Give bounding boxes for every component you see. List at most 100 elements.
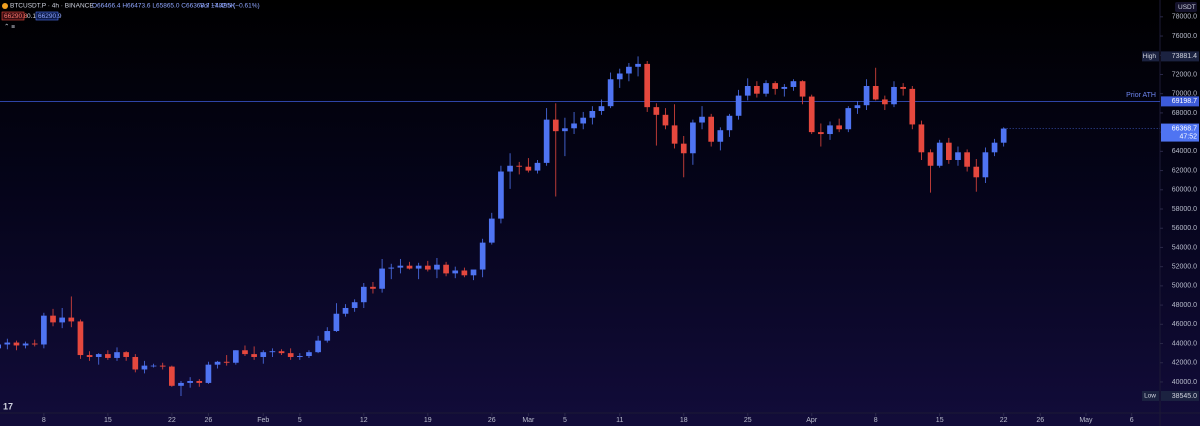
candle-body (233, 350, 239, 363)
x-tick-label: 22 (168, 417, 176, 424)
marker-name-box (1142, 51, 1159, 62)
candle-body (86, 355, 93, 357)
candle-body (141, 365, 148, 370)
ask-box[interactable] (35, 11, 59, 21)
x-tick-label: 12 (360, 417, 368, 424)
candle-body (973, 166, 980, 178)
candle-body (178, 382, 184, 386)
candle-body (251, 354, 257, 357)
price-line-badge (1161, 96, 1199, 107)
candle-body (900, 86, 906, 89)
x-tick-label: 19 (424, 417, 432, 424)
currency-box[interactable] (1175, 2, 1197, 12)
x-tick-label: 5 (298, 417, 302, 424)
x-tick-label: Mar (522, 417, 535, 424)
candle-body (470, 269, 477, 276)
candle-body (205, 364, 212, 383)
candle-body (13, 342, 20, 346)
x-tick-label: 25 (744, 417, 752, 424)
candle-body (790, 81, 797, 87)
x-tick-label: 8 (42, 417, 46, 424)
candle-body (333, 313, 340, 332)
candle-body (4, 342, 11, 345)
candle-body (708, 116, 715, 142)
candle-body (781, 86, 788, 89)
y-tick-label: 64000.0 (1172, 148, 1197, 155)
x-tick-label: 26 (1036, 417, 1044, 424)
candle-body (662, 114, 669, 126)
candle-body (552, 119, 559, 132)
bid[interactable]: 66290.8 (4, 13, 28, 20)
collapse-toggle[interactable]: ⌃ ≡ (4, 23, 15, 31)
candle-body (543, 119, 550, 163)
candle-body (123, 352, 129, 357)
candle-body (982, 152, 989, 178)
candle-body (891, 86, 897, 105)
plot-area (0, 56, 1160, 396)
candle-body (324, 331, 331, 341)
candle-body (507, 165, 513, 172)
candle-body (562, 128, 568, 132)
y-tick-label: 62000.0 (1172, 167, 1197, 174)
y-tick-label: 54000.0 (1172, 244, 1197, 251)
marker-label: 38545.0 (1172, 393, 1197, 400)
ask[interactable]: 66290.9 (38, 13, 62, 20)
price-line-name: Prior ATH (1126, 92, 1156, 99)
candle-body (68, 317, 75, 322)
candle-body (854, 105, 861, 109)
candle-body (360, 286, 367, 303)
candle-body (946, 142, 952, 160)
candle-body (580, 117, 587, 124)
candle-body (964, 152, 970, 167)
countdown: 47:52 (1179, 133, 1197, 140)
candle-body (415, 265, 422, 269)
candle-body (95, 354, 102, 357)
candle-body (690, 122, 696, 154)
bid-box[interactable] (1, 11, 25, 21)
x-tick-label: May (1079, 417, 1093, 424)
candle-body (379, 268, 385, 289)
candle-body (306, 352, 312, 357)
candle-body (571, 123, 577, 129)
x-tick-label: 26 (488, 417, 496, 424)
candle-body (479, 242, 486, 270)
candle-body (726, 115, 733, 131)
marker-label: 73881.4 (1172, 53, 1197, 60)
y-tick-label: 72000.0 (1172, 71, 1197, 78)
x-tick-label: 15 (936, 417, 944, 424)
candle-body (296, 356, 303, 357)
y-tick-label: 60000.0 (1172, 187, 1197, 194)
candle-body (287, 353, 294, 357)
candle-body (616, 73, 623, 80)
candle-body (927, 152, 934, 166)
y-tick-label: 48000.0 (1172, 302, 1197, 309)
y-tick-label: 78000.0 (1172, 14, 1197, 21)
candle-body (754, 86, 760, 94)
candle-body (114, 352, 120, 358)
candle-body (196, 381, 203, 383)
spread: 0.1 (27, 13, 36, 20)
price-line-label: 69198.7 (1172, 98, 1197, 105)
candle-body (818, 132, 824, 135)
last-price-badge (1161, 123, 1199, 142)
candle-body (342, 307, 349, 314)
ohlc: O66466.4 H66473.6 L65865.0 C66368.7 −402… (92, 3, 260, 10)
currency[interactable]: USDT (1178, 4, 1196, 11)
candle-body (187, 381, 193, 383)
y-tick-label: 46000.0 (1172, 321, 1197, 328)
candle-body (278, 351, 285, 354)
candle-body (77, 321, 84, 356)
candle-body (534, 162, 541, 171)
candle-body (260, 352, 267, 357)
candle-body (653, 107, 660, 115)
candle-body (671, 125, 678, 144)
candle-body (735, 95, 742, 116)
x-tick-label: Apr (806, 417, 818, 424)
y-tick-label: 52000.0 (1172, 263, 1197, 270)
candle-body (717, 130, 724, 142)
candle-body (909, 88, 916, 125)
candle-body (31, 343, 38, 345)
candle-body (644, 63, 651, 108)
candle-body (882, 99, 888, 105)
